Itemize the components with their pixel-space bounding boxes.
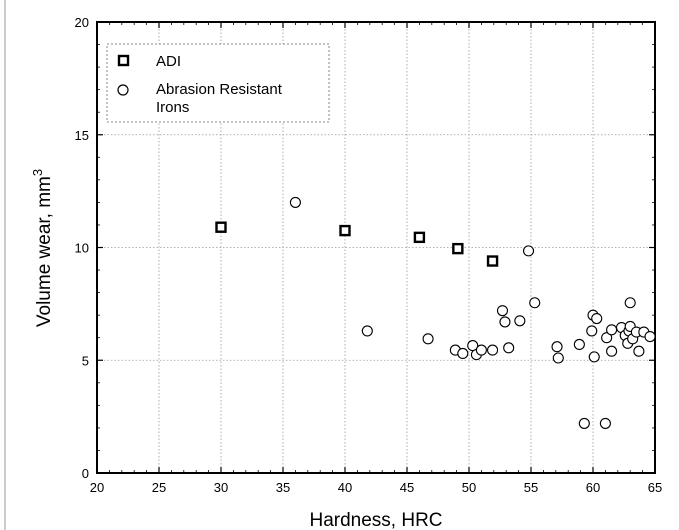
legend: ADI Abrasion Resistant Irons bbox=[106, 43, 330, 123]
abrasion-resistant-iron-data-point bbox=[361, 325, 373, 337]
legend-label-abrasion-resistant-irons: Abrasion Resistant Irons bbox=[156, 81, 286, 116]
legend-label-line-2: Irons bbox=[156, 99, 189, 116]
abrasion-resistant-iron-data-point bbox=[644, 331, 656, 343]
abrasion-resistant-iron-data-point bbox=[601, 332, 613, 344]
legend-box bbox=[106, 43, 330, 123]
legend-square-marker-icon bbox=[117, 54, 130, 67]
adi-data-point bbox=[215, 221, 227, 233]
abrasion-resistant-iron-data-point bbox=[529, 297, 541, 309]
abrasion-resistant-iron-data-point bbox=[633, 345, 645, 357]
legend-label-adi: ADI bbox=[156, 53, 181, 70]
x-tick-label: 20 bbox=[90, 480, 104, 495]
legend-circle-marker-icon bbox=[117, 84, 129, 96]
y-axis-title: Volume wear, mm3 bbox=[30, 169, 55, 327]
axis-ticks: 20 25 30 35 40 45 50 55 60 65 0 5 10 15 20 bbox=[75, 15, 663, 495]
abrasion-resistant-iron-data-point bbox=[573, 338, 585, 351]
y-tick-label: 10 bbox=[75, 241, 89, 256]
abrasion-resistant-iron-data-point bbox=[591, 312, 603, 325]
adi-data-point bbox=[339, 224, 351, 237]
x-tick-label: 40 bbox=[338, 480, 352, 495]
x-tick-label: 65 bbox=[648, 480, 662, 495]
abrasion-resistant-iron-data-point bbox=[586, 325, 598, 337]
adi-data-point bbox=[486, 255, 499, 267]
adi-data-point bbox=[452, 242, 464, 255]
x-tick-label: 30 bbox=[214, 480, 228, 495]
y-tick-label: 20 bbox=[75, 15, 89, 30]
abrasion-resistant-iron-data-point bbox=[606, 324, 618, 336]
x-tick-label: 25 bbox=[152, 480, 166, 495]
x-tick-label: 45 bbox=[400, 480, 414, 495]
x-tick-label: 55 bbox=[524, 480, 538, 495]
abrasion-resistant-iron-data-point bbox=[487, 344, 499, 356]
abrasion-resistant-iron-data-point bbox=[588, 351, 600, 363]
y-tick-label: 15 bbox=[75, 128, 89, 143]
y-tick-label: 5 bbox=[82, 353, 89, 368]
data-points bbox=[215, 196, 656, 429]
abrasion-resistant-iron-data-point bbox=[496, 305, 509, 317]
abrasion-resistant-iron-data-point bbox=[606, 345, 618, 357]
abrasion-resistant-iron-data-point bbox=[289, 196, 301, 208]
x-tick-label: 50 bbox=[462, 480, 476, 495]
y-axis-title-text: Volume wear, mm bbox=[34, 176, 55, 327]
adi-data-point bbox=[413, 231, 426, 244]
x-axis-title: Hardness, HRC bbox=[309, 510, 442, 530]
x-tick-label: 60 bbox=[586, 480, 600, 495]
x-tick-label: 35 bbox=[276, 480, 290, 495]
abrasion-resistant-iron-data-point bbox=[422, 333, 434, 345]
y-axis-title-superscript: 3 bbox=[30, 169, 45, 176]
abrasion-resistant-iron-data-point bbox=[552, 352, 564, 364]
abrasion-resistant-iron-data-point bbox=[578, 417, 590, 429]
abrasion-resistant-iron-data-point bbox=[475, 344, 487, 356]
y-tick-label: 0 bbox=[82, 466, 89, 481]
abrasion-resistant-iron-data-point bbox=[499, 316, 511, 328]
abrasion-resistant-iron-data-point bbox=[522, 245, 535, 257]
legend-label-line-1: Abrasion Resistant bbox=[156, 81, 283, 98]
abrasion-resistant-iron-data-point bbox=[457, 347, 469, 360]
abrasion-resistant-iron-data-point bbox=[503, 342, 515, 354]
abrasion-resistant-iron-data-point bbox=[624, 297, 636, 309]
abrasion-resistant-iron-data-point bbox=[551, 341, 563, 353]
abrasion-resistant-iron-data-point bbox=[599, 417, 611, 429]
abrasion-resistant-iron-data-point bbox=[514, 315, 526, 327]
